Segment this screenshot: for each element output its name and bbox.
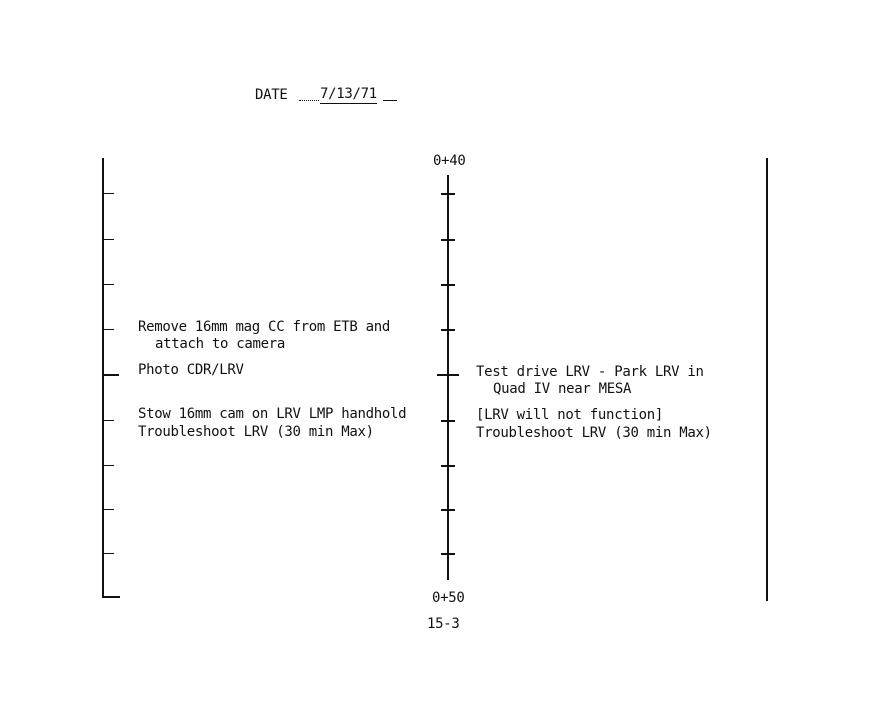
center-tick-mark	[441, 193, 455, 195]
left-step-text: Stow 16mm cam on LRV LMP handhold	[138, 406, 407, 422]
left-tick-mark	[103, 284, 114, 285]
center-tick-mark	[441, 420, 455, 422]
center-tick-mark	[441, 329, 455, 331]
right-step-text: Troubleshoot LRV (30 min Max)	[476, 425, 712, 441]
center-tick-mark	[437, 374, 459, 376]
left-tick-mark	[103, 374, 119, 376]
right-step-text: [LRV will not function]	[476, 407, 663, 423]
right-time-line	[766, 158, 768, 601]
page-number: 15-3	[427, 616, 460, 632]
left-tick-mark	[103, 420, 114, 421]
time-start-label: 0+40	[433, 153, 466, 169]
left-tick-mark	[103, 239, 114, 240]
left-tick-mark	[103, 553, 114, 554]
center-tick-mark	[441, 465, 455, 467]
date-underline-right	[383, 100, 397, 101]
right-step-text: Quad IV near MESA	[493, 381, 632, 397]
left-step-text: Troubleshoot LRV (30 min Max)	[138, 424, 374, 440]
center-time-line	[447, 175, 449, 580]
date-value: 7/13/71	[320, 86, 377, 104]
center-tick-mark	[441, 553, 455, 555]
left-time-line-end	[102, 596, 120, 598]
date-label: DATE	[255, 87, 288, 103]
center-tick-mark	[441, 509, 455, 511]
left-tick-mark	[103, 193, 114, 194]
left-step-text: attach to camera	[155, 336, 286, 352]
time-end-label: 0+50	[432, 590, 465, 606]
left-tick-mark	[103, 509, 114, 510]
left-step-text: Photo CDR/LRV	[138, 362, 244, 378]
left-tick-mark	[103, 329, 114, 330]
right-step-text: Test drive LRV - Park LRV in	[476, 364, 704, 380]
left-tick-mark	[103, 465, 114, 466]
center-tick-mark	[441, 239, 455, 241]
center-tick-mark	[441, 284, 455, 286]
left-time-line	[102, 158, 104, 598]
date-underline-left	[299, 100, 319, 101]
left-step-text: Remove 16mm mag CC from ETB and	[138, 319, 390, 335]
